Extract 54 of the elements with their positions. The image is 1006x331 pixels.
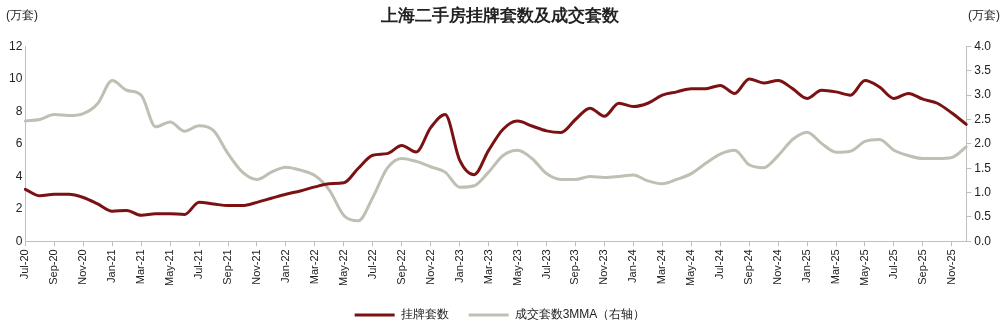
x-tick-label: Jul-23 [539, 249, 552, 280]
x-tick-label: Jul-22 [365, 249, 378, 280]
y-tick-label: 12 [8, 38, 23, 53]
x-tick-label: Nov-22 [423, 249, 436, 285]
x-tick-label: May-24 [684, 249, 697, 287]
x-tick-label: Sep-20 [47, 249, 60, 285]
y-tick-label: 6 [15, 136, 23, 151]
x-tick-label: Jan-23 [452, 249, 465, 283]
y-tick-label: 4 [15, 168, 23, 183]
x-tick-label: Jan-22 [278, 249, 291, 283]
x-tick-label: Jul-25 [886, 249, 899, 280]
x-tick-label: Jan-24 [626, 249, 639, 283]
x-tick-label: May-21 [163, 249, 176, 287]
x-tick-label: Nov-24 [771, 249, 784, 285]
y2-tick-label: 2.0 [974, 136, 992, 151]
x-tick-label: Mar-25 [829, 249, 842, 285]
x-tick-label: Nov-23 [597, 249, 610, 285]
x-tick-label: Mar-22 [307, 249, 320, 285]
y2-tick-label: 4.0 [974, 38, 992, 53]
legend-label: 挂牌套数 [400, 307, 449, 322]
y-tick-label: 8 [15, 103, 23, 118]
y2-tick-label: 0.5 [974, 209, 992, 224]
x-tick-label: Mar-21 [134, 249, 147, 285]
x-tick-label: Jan-25 [800, 249, 813, 283]
x-tick-label: May-22 [336, 249, 349, 287]
x-tick-label: Sep-21 [221, 249, 234, 285]
x-tick-label: Sep-23 [568, 249, 581, 285]
x-tick-label: Sep-24 [742, 249, 755, 285]
x-tick-label: Nov-21 [250, 249, 262, 285]
x-tick-label: Mar-24 [655, 249, 668, 285]
y2-axis-title: (万套) [968, 8, 1000, 23]
y-tick-label: 2 [15, 201, 23, 216]
x-tick-label: Sep-22 [394, 249, 407, 285]
x-tick-label: May-23 [510, 249, 523, 287]
x-tick-label: Nov-20 [76, 249, 89, 285]
y2-tick-label: 3.0 [974, 87, 992, 102]
y2-tick-label: 0.0 [974, 233, 992, 248]
y2-tick-label: 2.5 [974, 111, 992, 126]
legend-label: 成交套数3MMA（右轴） [514, 307, 646, 322]
x-tick-label: Jul-21 [192, 249, 205, 280]
chart-title: 上海二手房挂牌套数及成交套数 [380, 5, 620, 25]
y2-tick-label: 1.5 [974, 160, 992, 175]
x-tick-label: Nov-25 [944, 249, 957, 285]
y2-tick-label: 1.0 [974, 184, 992, 199]
x-tick-label: Mar-23 [481, 249, 494, 285]
y-axis-title: (万套) [6, 8, 38, 23]
x-tick-label: Jan-21 [105, 249, 118, 283]
x-tick-label: Jul-24 [713, 249, 726, 280]
y-tick-label: 10 [8, 71, 23, 86]
x-tick-label: Sep-25 [915, 249, 928, 285]
y-tick-label: 0 [15, 233, 23, 248]
x-tick-label: Jul-20 [18, 249, 31, 280]
x-tick-label: May-25 [858, 249, 871, 287]
y2-tick-label: 3.5 [974, 63, 992, 78]
